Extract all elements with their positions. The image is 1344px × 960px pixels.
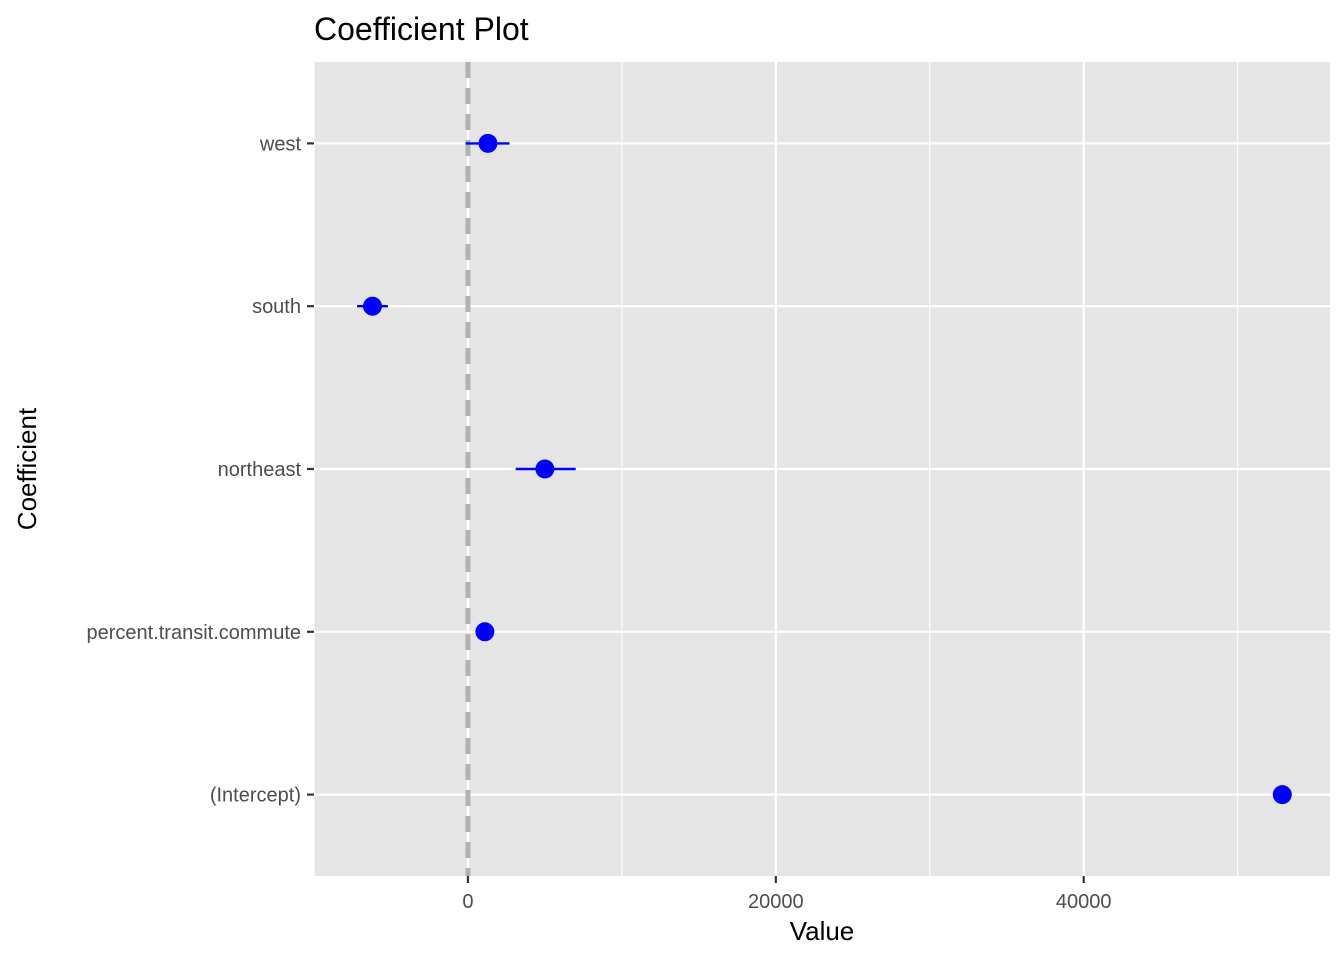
point-(Intercept) <box>1272 785 1292 805</box>
point-south <box>362 296 382 316</box>
point-west <box>478 133 498 153</box>
y-axis: west south northeast percent.transit.commut… <box>86 133 314 807</box>
y-tick-label: (Intercept) <box>210 785 301 807</box>
x-axis-title: Value <box>790 916 855 946</box>
y-tick-label: percent.transit.commute <box>86 622 301 644</box>
y-tick-label: south <box>252 296 301 318</box>
y-axis-title: Coefficient <box>12 407 42 530</box>
x-tick-label: 0 <box>462 891 473 913</box>
y-tick-label: west <box>259 133 302 155</box>
x-tick-label: 40000 <box>1056 891 1112 913</box>
marks <box>357 133 1292 805</box>
y-tick-label: northeast <box>218 459 302 481</box>
point-northeast <box>535 459 555 479</box>
x-axis: 0 20000 40000 <box>462 876 1112 913</box>
x-tick-label: 20000 <box>748 891 804 913</box>
chart-title: Coefficient Plot <box>314 11 529 47</box>
point-percent.transit.commute <box>475 622 495 642</box>
